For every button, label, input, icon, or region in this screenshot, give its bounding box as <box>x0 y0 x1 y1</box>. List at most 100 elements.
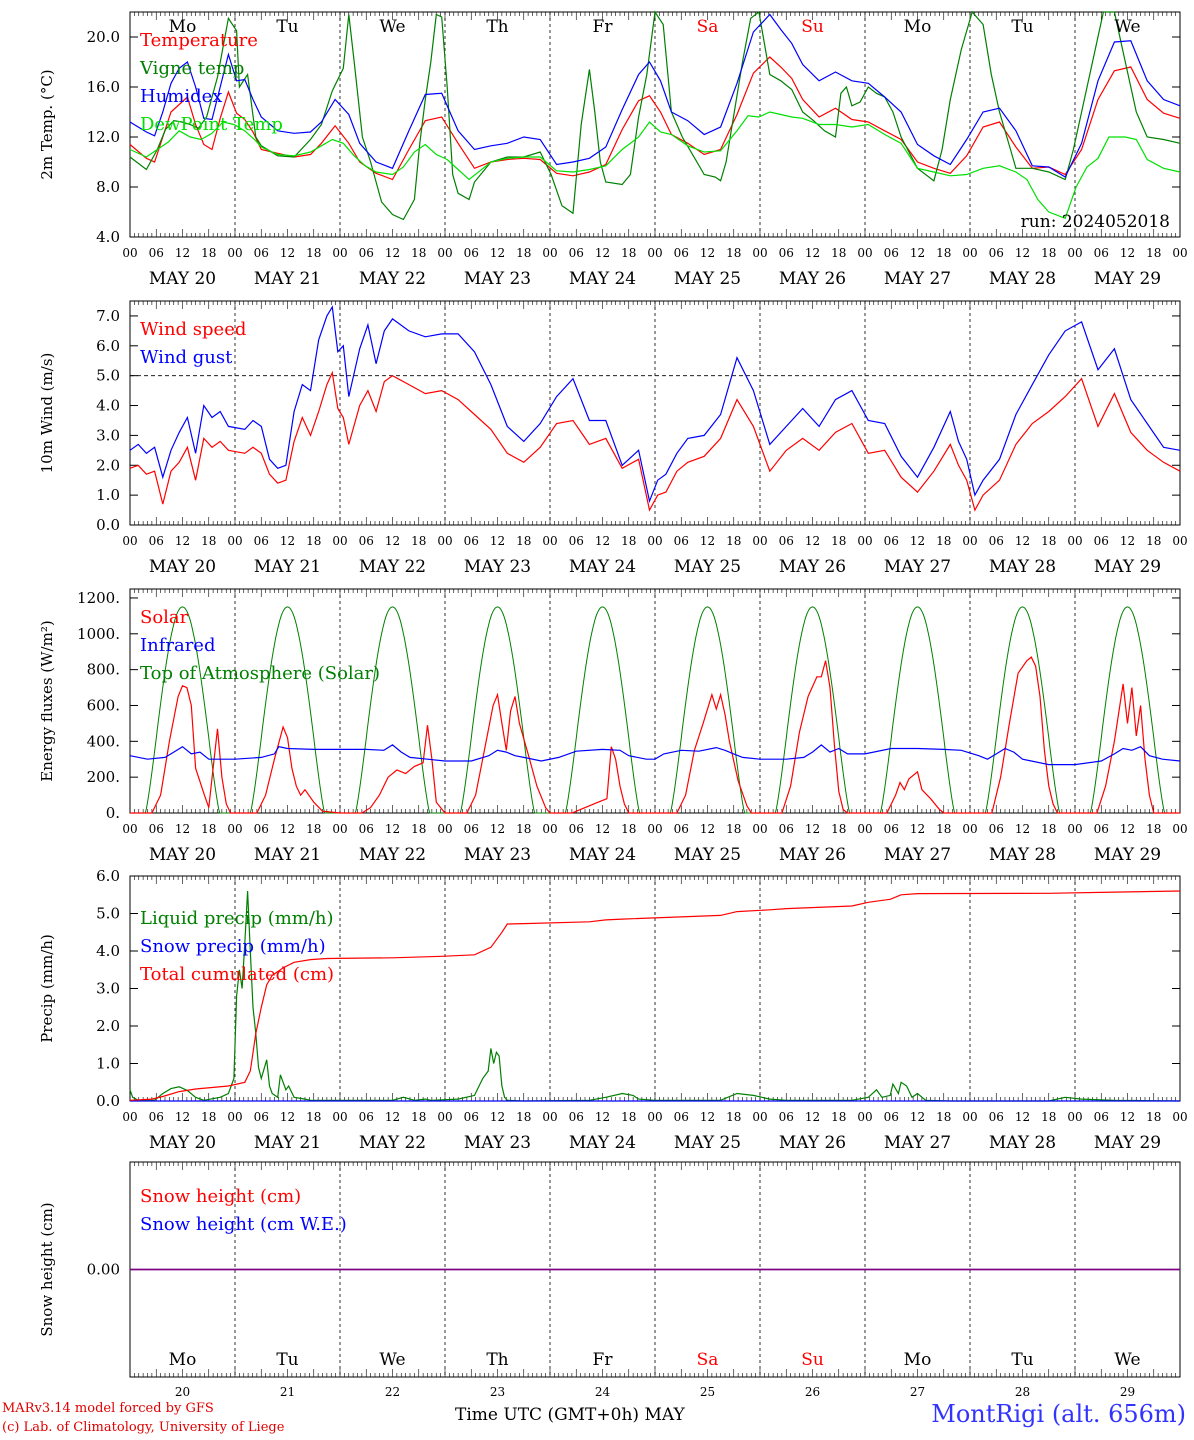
series-line-top-of-atmosphere <box>235 606 340 814</box>
hour-tick-label: 00 <box>1067 246 1082 260</box>
hour-tick-label: 12 <box>595 534 610 548</box>
date-label: MAY 22 <box>359 557 426 577</box>
hour-tick-label: 18 <box>411 246 426 260</box>
series-line-liquid-precip-mm-h- <box>129 890 1181 1102</box>
series-line-wind-gust <box>129 305 1181 504</box>
hour-tick-label: 18 <box>411 534 426 548</box>
hour-tick-label: 12 <box>385 534 400 548</box>
hour-tick-label: 12 <box>1015 534 1030 548</box>
hour-tick-label: 18 <box>1041 534 1056 548</box>
date-label: MAY 26 <box>779 1133 846 1153</box>
hour-tick-label: 00 <box>332 822 347 836</box>
hour-tick-label: 00 <box>332 246 347 260</box>
series-line-top-of-atmosphere <box>130 606 235 814</box>
hour-tick-label: 12 <box>910 1110 925 1124</box>
y-tick-label: 2.0 <box>96 456 120 474</box>
plot-frame <box>129 300 1181 526</box>
hour-tick-label: 00 <box>227 1110 242 1124</box>
date-label: MAY 23 <box>464 269 531 289</box>
hour-tick-label: 18 <box>306 822 321 836</box>
hour-tick-label: 06 <box>359 534 374 548</box>
hour-tick-label: 12 <box>700 1110 715 1124</box>
hour-tick-label: 12 <box>805 822 820 836</box>
hour-tick-label: 06 <box>884 822 899 836</box>
hour-tick-label: 18 <box>936 822 951 836</box>
series-line-top-of-atmosphere <box>340 606 445 814</box>
hour-tick-label: 00 <box>227 246 242 260</box>
hour-tick-label: 18 <box>516 1110 531 1124</box>
date-label: MAY 23 <box>464 845 531 865</box>
day-of-week-label: We <box>1114 17 1140 37</box>
hour-tick-label: 06 <box>254 1110 269 1124</box>
hour-tick-label: 00 <box>542 822 557 836</box>
date-label: MAY 24 <box>569 845 636 865</box>
hour-tick-label: 06 <box>779 822 794 836</box>
hour-tick-label: 06 <box>779 246 794 260</box>
hour-tick-label: 18 <box>831 1110 846 1124</box>
hour-tick-label: 06 <box>149 246 164 260</box>
hour-tick-label: 12 <box>490 534 505 548</box>
y-tick-label: 0.00 <box>87 1261 120 1279</box>
date-label: MAY 20 <box>149 557 216 577</box>
date-label: MAY 20 <box>149 1133 216 1153</box>
day-of-week-label: Su <box>801 17 824 37</box>
y-tick-label: 800. <box>87 661 120 679</box>
hour-tick-label: 12 <box>700 822 715 836</box>
hour-tick-label: 00 <box>437 534 452 548</box>
hour-tick-label: 00 <box>752 534 767 548</box>
hour-tick-label: 18 <box>1146 822 1161 836</box>
series-line-vigne-temp <box>129 10 1181 221</box>
hour-tick-label: 18 <box>936 534 951 548</box>
day-of-week-label: Sa <box>697 1350 719 1370</box>
hour-tick-label: 06 <box>674 246 689 260</box>
hour-tick-label: 00 <box>857 822 872 836</box>
legend-entry: Snow height (cm) <box>140 1186 301 1207</box>
legend-entry: Humidex <box>140 86 222 107</box>
series-line-top-of-atmosphere <box>655 606 760 814</box>
hour-tick-label: 18 <box>201 1110 216 1124</box>
panel-4 <box>129 875 1181 1102</box>
date-number-label: 21 <box>280 1385 295 1399</box>
hour-tick-label: 18 <box>411 1110 426 1124</box>
hour-tick-label: 00 <box>857 534 872 548</box>
day-of-week-label: Th <box>486 17 508 37</box>
hour-tick-label: 12 <box>700 534 715 548</box>
hour-tick-label: 06 <box>254 246 269 260</box>
series-line-top-of-atmosphere <box>760 606 865 814</box>
x-axis-title: Time UTC (GMT+0h) MAY <box>455 1405 685 1425</box>
date-label: MAY 21 <box>254 845 321 865</box>
series-line-total-cumulated-cm- <box>129 890 1181 1101</box>
y-tick-label: 6.0 <box>96 337 120 355</box>
date-number-label: 25 <box>700 1385 715 1399</box>
date-number-label: 28 <box>1015 1385 1030 1399</box>
hour-tick-label: 00 <box>647 534 662 548</box>
hour-tick-label: 06 <box>464 822 479 836</box>
hour-tick-label: 00 <box>857 246 872 260</box>
y-tick-label: 0. <box>106 804 120 822</box>
series-line-dewpoint-temp <box>129 111 1181 220</box>
date-label: MAY 29 <box>1094 269 1161 289</box>
hour-tick-label: 00 <box>647 1110 662 1124</box>
hour-tick-label: 12 <box>385 822 400 836</box>
date-label: MAY 25 <box>674 557 741 577</box>
hour-tick-label: 12 <box>595 1110 610 1124</box>
hour-tick-label: 18 <box>936 1110 951 1124</box>
hour-tick-label: 18 <box>306 1110 321 1124</box>
legend-entry: Liquid precip (mm/h) <box>140 908 334 929</box>
panel-5 <box>129 1161 1181 1378</box>
series-line-solar <box>130 656 1180 814</box>
hour-tick-label: 00 <box>1172 246 1187 260</box>
hour-tick-label: 12 <box>1120 1110 1135 1124</box>
hour-tick-label: 00 <box>542 534 557 548</box>
hour-tick-label: 00 <box>752 822 767 836</box>
hour-tick-label: 06 <box>254 534 269 548</box>
hour-tick-label: 12 <box>280 822 295 836</box>
series-line-top-of-atmosphere <box>865 606 970 814</box>
hour-tick-label: 06 <box>149 534 164 548</box>
hour-tick-label: 12 <box>175 822 190 836</box>
date-label: MAY 24 <box>569 1133 636 1153</box>
y-tick-label: 3.0 <box>96 426 120 444</box>
panel-2 <box>129 300 1181 526</box>
hour-tick-label: 00 <box>1172 534 1187 548</box>
hour-tick-label: 12 <box>490 246 505 260</box>
